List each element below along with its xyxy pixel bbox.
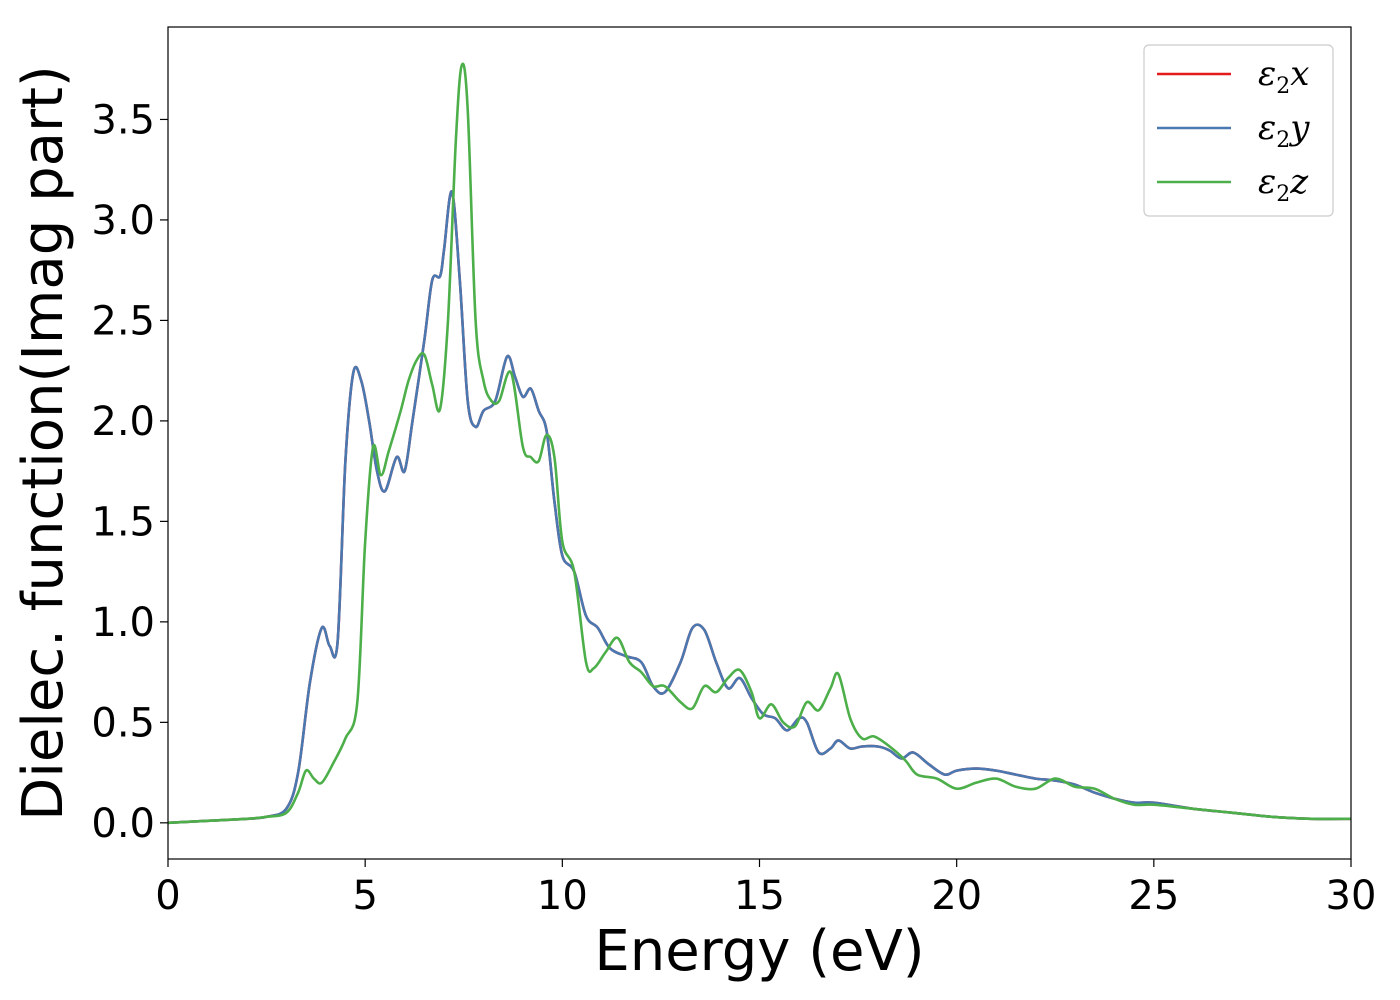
legend-label-base: ε (1258, 162, 1276, 202)
series-line-eps2x (168, 190, 1351, 825)
x-tick-label: 10 (537, 873, 588, 919)
y-tick-label: 3.5 (91, 97, 155, 143)
legend-label-subscript: 2 (1276, 74, 1290, 99)
y-axis: 0.0 0.5 1.0 1.5 2.0 2.5 3.0 3.5 (91, 97, 168, 847)
legend-label-suffix: x (1290, 54, 1309, 94)
legend-box (1143, 44, 1334, 217)
plot-area (168, 62, 1351, 825)
x-tick-label: 15 (734, 873, 785, 919)
legend-label-subscript: 2 (1276, 182, 1290, 207)
y-tick-label: 1.0 (91, 600, 155, 646)
legend-label-eps2x: ε2x (1258, 54, 1309, 99)
y-tick-label: 1.5 (91, 499, 155, 545)
y-tick-label: 0.0 (91, 801, 155, 847)
legend-label-base: ε (1258, 54, 1276, 94)
y-axis-title: Dielec. function(Imag part) (11, 65, 76, 821)
legend-label-suffix: z (1289, 162, 1309, 202)
legend-label-eps2z: ε2z (1258, 162, 1309, 207)
series-line-eps2y (168, 190, 1351, 825)
legend-label-subscript: 2 (1276, 128, 1290, 153)
x-axis: 0 5 10 15 20 25 30 (155, 859, 1376, 919)
legend-label-suffix: y (1288, 108, 1310, 148)
y-tick-label: 2.0 (91, 399, 155, 445)
x-tick-label: 30 (1326, 873, 1377, 919)
x-tick-label: 20 (931, 873, 982, 919)
series-line-eps2z (168, 62, 1351, 825)
x-tick-label: 0 (155, 873, 180, 919)
x-axis-title: Energy (eV) (594, 919, 924, 984)
legend-label-eps2y: ε2y (1258, 108, 1310, 153)
x-tick-label: 25 (1128, 873, 1179, 919)
legend-label-base: ε (1258, 108, 1276, 148)
y-tick-label: 3.0 (91, 198, 155, 244)
x-tick-label: 5 (352, 873, 377, 919)
y-tick-label: 0.5 (91, 700, 155, 746)
y-tick-label: 2.5 (91, 298, 155, 344)
